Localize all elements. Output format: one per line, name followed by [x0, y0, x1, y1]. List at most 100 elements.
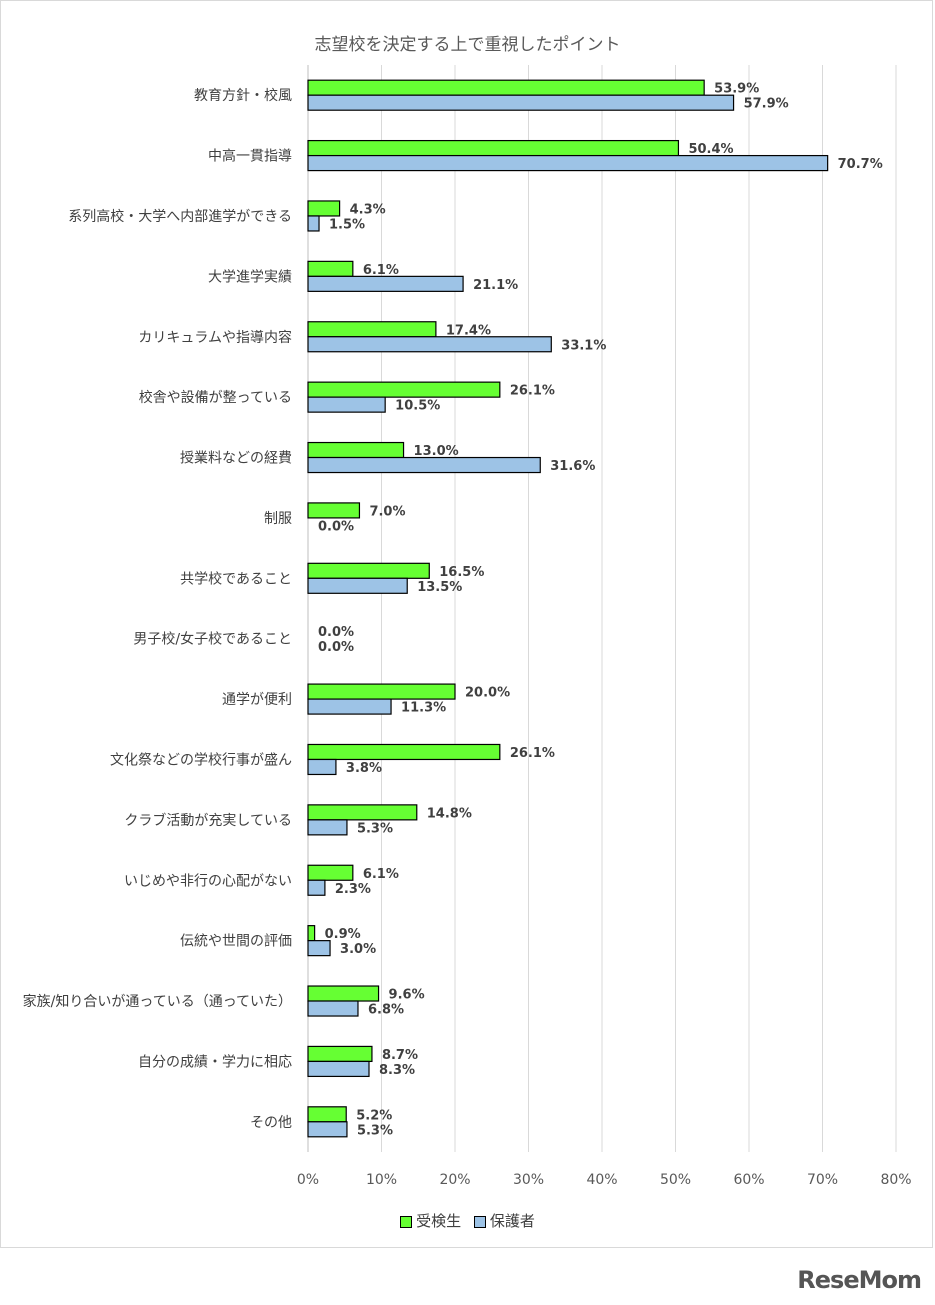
category-label: 家族/知り合いが通っている（通っていた）	[23, 993, 292, 1010]
data-label: 20.0%	[465, 686, 510, 701]
data-label: 6.1%	[363, 263, 399, 278]
bar-parents	[307, 215, 320, 232]
category-label: いじめや非行の心配がない	[124, 873, 292, 889]
category-label: 校舎や設備が整っている	[139, 389, 292, 406]
x-tick-label: 70%	[807, 1172, 838, 1188]
data-label: 26.1%	[510, 384, 555, 399]
data-label: 0.0%	[318, 519, 354, 534]
legend-swatch-parents	[473, 1215, 486, 1228]
category-label: 自分の成績・学力に相応	[138, 1054, 292, 1070]
bar-students	[307, 925, 316, 942]
data-label: 10.5%	[395, 399, 440, 414]
bar-students	[307, 139, 680, 157]
bar-students	[307, 683, 456, 700]
bar-students	[307, 321, 437, 338]
bar-parents	[307, 879, 326, 896]
x-tick-label: 0%	[297, 1172, 319, 1188]
category-label: 制服	[264, 511, 292, 527]
x-tick-label: 80%	[880, 1172, 911, 1188]
bar-parents	[307, 1121, 348, 1138]
x-tick-label: 40%	[586, 1172, 617, 1188]
bar-students	[307, 1045, 373, 1063]
bar-chart: 0% 10% 20% 30% 40% 50% 60% 70% 80% 教育方針・校風 53.9%57…	[23, 65, 912, 1188]
category-label: 授業料などの経費	[180, 451, 292, 467]
bar-students	[307, 79, 705, 96]
legend: 受検生 保護者	[0, 1210, 935, 1231]
category-label: 男子校/女子校であること	[133, 631, 292, 648]
data-label: 11.3%	[401, 701, 446, 716]
data-label: 3.0%	[340, 942, 376, 957]
category-label: 中高一貫指導	[208, 148, 292, 165]
bar-parents	[307, 275, 464, 292]
data-label: 2.3%	[335, 882, 371, 897]
bar-parents	[307, 1060, 370, 1078]
data-label: 0.0%	[318, 640, 354, 655]
legend-item-parents: 保護者	[473, 1210, 535, 1231]
category-label: 共学校であること	[180, 570, 292, 587]
bar-students	[307, 804, 418, 821]
bar-students	[307, 200, 341, 217]
data-label: 14.8%	[427, 806, 472, 821]
category-label: 系列高校・大学へ内部進学ができる	[68, 208, 292, 225]
data-label: 13.5%	[417, 580, 462, 595]
data-label: 57.9%	[744, 97, 789, 112]
data-label: 13.0%	[414, 444, 459, 459]
data-label: 6.8%	[368, 1003, 404, 1018]
data-label: 8.7%	[382, 1048, 418, 1063]
data-label: 5.2%	[356, 1108, 392, 1123]
bar-parents	[307, 940, 331, 957]
bar-students	[307, 260, 354, 277]
bar-parents	[307, 698, 392, 715]
bar-parents	[307, 1000, 359, 1017]
data-label: 31.6%	[550, 459, 595, 474]
chart-frame	[0, 0, 933, 1248]
legend-swatch-students	[400, 1215, 413, 1228]
brand-logo: ReseMom	[797, 1266, 922, 1294]
data-label: 53.9%	[714, 82, 759, 97]
bar-students	[307, 1106, 347, 1123]
x-tick-label: 50%	[660, 1172, 691, 1188]
data-label: 6.1%	[363, 867, 399, 882]
category-label: 教育方針・校風	[194, 87, 292, 104]
data-label: 50.4%	[688, 142, 733, 157]
bar-students	[307, 743, 501, 761]
category-label: 文化祭などの学校行事が盛ん	[110, 751, 292, 768]
data-label: 70.7%	[838, 157, 883, 172]
data-label: 21.1%	[473, 278, 518, 293]
data-label: 4.3%	[350, 202, 386, 217]
x-tick-label: 30%	[513, 1172, 544, 1188]
data-label: 5.3%	[357, 821, 393, 836]
bar-students	[307, 441, 405, 459]
chart-title: 志望校を決定する上で重視したポイント	[314, 35, 621, 55]
bar-students	[307, 864, 354, 881]
category-label: その他	[250, 1115, 292, 1131]
category-label: 大学進学実績	[208, 269, 292, 285]
x-tick-label: 20%	[439, 1172, 470, 1188]
bar-students	[307, 381, 501, 398]
data-label: 16.5%	[439, 565, 484, 580]
bar-students	[307, 985, 380, 1002]
category-label: クラブ活動が充実している	[124, 812, 292, 829]
bar-parents	[307, 154, 829, 172]
category-label: カリキュラムや指導内容	[138, 329, 292, 346]
legend-label-students: 受検生	[416, 1212, 462, 1230]
bar-students	[307, 562, 430, 579]
data-label: 5.3%	[357, 1123, 393, 1138]
data-label: 7.0%	[369, 504, 405, 519]
bar-students	[307, 502, 361, 519]
bar-parents	[307, 396, 386, 413]
bar-parents	[307, 819, 348, 836]
bar-parents	[307, 456, 541, 474]
data-label: 0.0%	[318, 625, 354, 640]
x-tick-label: 60%	[733, 1172, 764, 1188]
category-label: 通学が便利	[222, 692, 292, 708]
data-label: 26.1%	[510, 746, 555, 761]
data-label: 9.6%	[389, 988, 425, 1003]
x-tick-label: 10%	[366, 1172, 397, 1188]
legend-label-parents: 保護者	[489, 1212, 535, 1230]
data-label: 0.9%	[325, 927, 361, 942]
category-label: 伝統や世間の評価	[180, 934, 292, 950]
data-label: 1.5%	[329, 217, 365, 232]
bar-parents	[307, 336, 552, 353]
bar-parents	[307, 577, 408, 594]
